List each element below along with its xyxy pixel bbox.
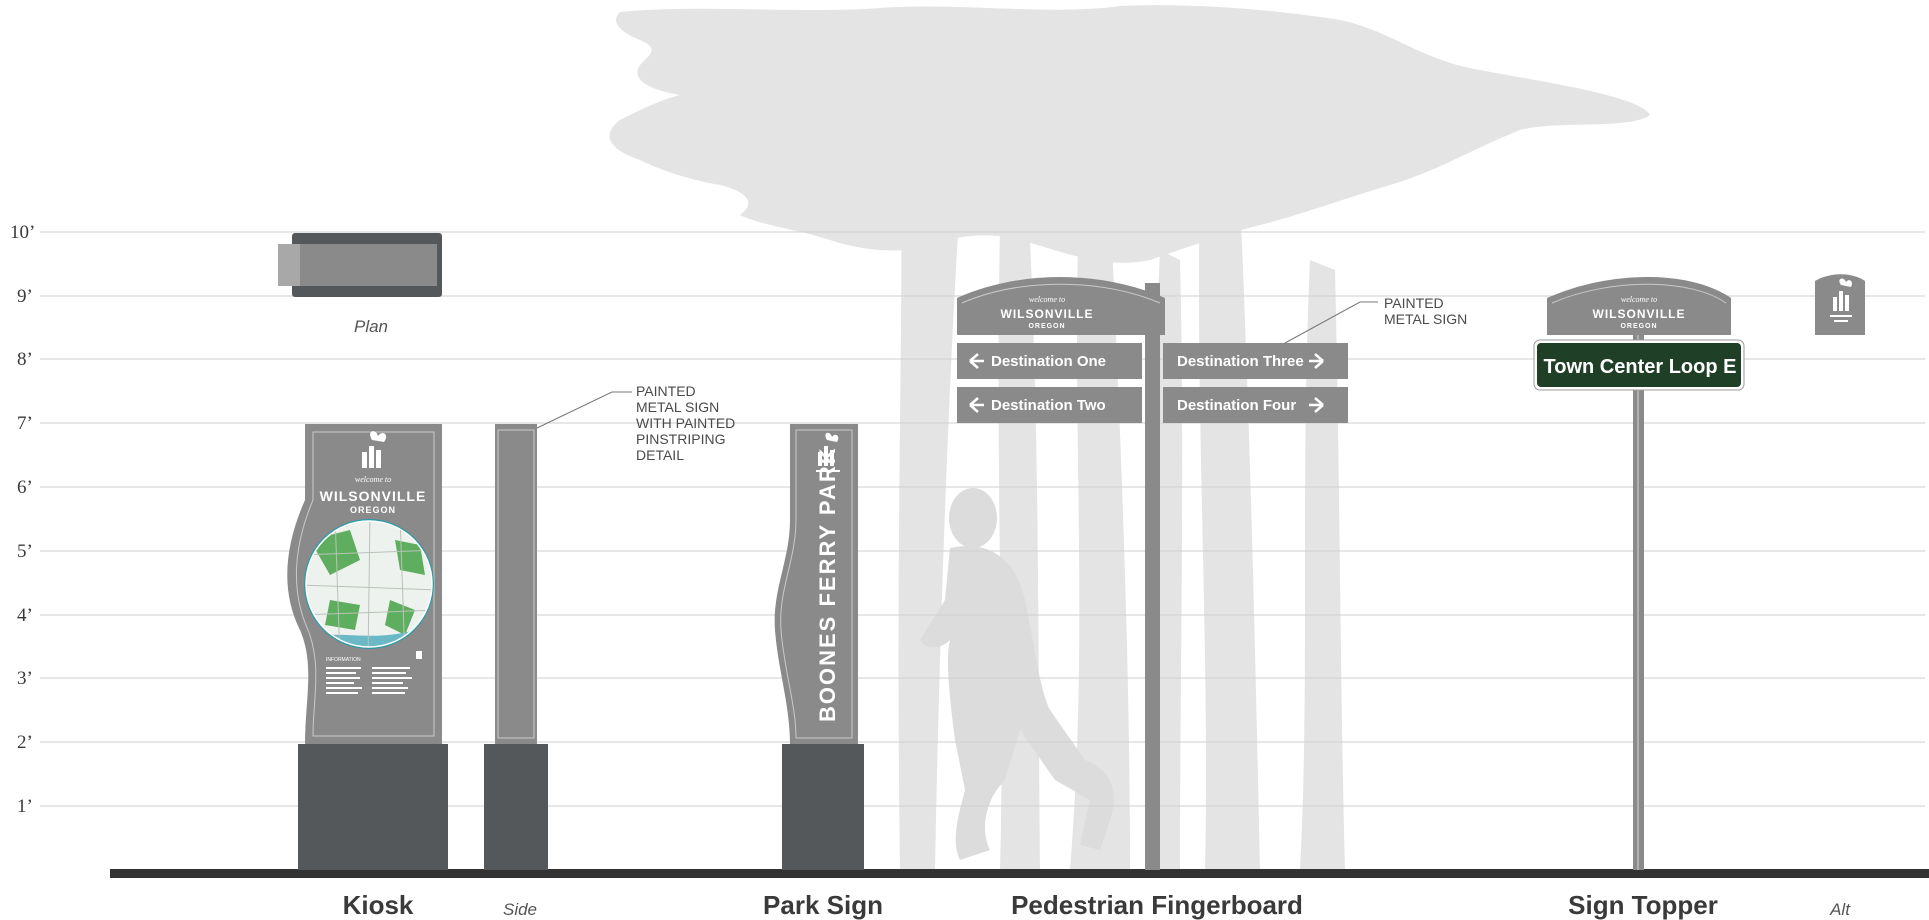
fingerboard-note-leader bbox=[1284, 301, 1378, 344]
tick-label-3ft: 3’ bbox=[17, 668, 33, 689]
fingerboard-state-text: OREGON bbox=[1028, 323, 1065, 330]
tick-label-1ft: 1’ bbox=[17, 796, 33, 817]
tick-label-4ft: 4’ bbox=[17, 605, 33, 626]
fingerboard-note-line-1: PAINTED bbox=[1384, 295, 1444, 311]
kiosk-note-line-3: WITH PAINTED bbox=[636, 415, 735, 431]
street-name-text: Town Center Loop E bbox=[1544, 356, 1737, 378]
park-sign: BOONES FERRY PARK bbox=[774, 424, 864, 870]
destination-four-blade: Destination Four bbox=[1163, 387, 1348, 423]
kiosk-info-text-lines bbox=[326, 667, 412, 694]
wilsonville-logo-icon bbox=[816, 432, 840, 472]
topper-state-text: OREGON bbox=[1620, 323, 1657, 330]
kiosk-info-heading: INFORMATION bbox=[326, 657, 361, 663]
tick-label-8ft: 8’ bbox=[17, 349, 33, 370]
kiosk-plan-view bbox=[278, 233, 442, 297]
arrow-right-icon bbox=[1309, 397, 1324, 413]
kiosk-qr-icon bbox=[416, 651, 422, 659]
kiosk-note-line-2: METAL SIGN bbox=[636, 399, 719, 415]
topper-alt-caption: Alt bbox=[1829, 900, 1851, 919]
fingerboard-topper bbox=[957, 277, 1165, 335]
wilsonville-logo-icon bbox=[362, 431, 387, 468]
park-sign-panel bbox=[774, 424, 858, 744]
fingerboard-caption: Pedestrian Fingerboard bbox=[1011, 890, 1303, 920]
topper-alt-view bbox=[1815, 274, 1865, 335]
fingerboard: welcome to WILSONVILLE OREGON Destinatio… bbox=[957, 277, 1348, 870]
tree-silhouette bbox=[609, 5, 1651, 870]
park-sign-base bbox=[782, 744, 864, 870]
destination-three-label: Destination Three bbox=[1177, 353, 1304, 370]
sign-topper-caption: Sign Topper bbox=[1568, 890, 1718, 920]
destination-one-blade: Destination One bbox=[957, 343, 1142, 379]
kiosk-base bbox=[298, 744, 448, 870]
kiosk-plan-caption: Plan bbox=[354, 317, 388, 336]
park-name-text: BOONES FERRY PARK bbox=[815, 446, 840, 722]
destination-two-blade: Destination Two bbox=[957, 387, 1142, 423]
kiosk-side-view bbox=[484, 424, 548, 870]
topper-panel bbox=[1547, 277, 1731, 335]
fingerboard-welcome-text: welcome to bbox=[1029, 295, 1065, 304]
tick-label-5ft: 5’ bbox=[17, 541, 33, 562]
tick-label-2ft: 2’ bbox=[17, 732, 33, 753]
kiosk-note-leader bbox=[536, 391, 632, 429]
ground-line bbox=[110, 869, 1929, 878]
destination-two-label: Destination Two bbox=[991, 397, 1106, 414]
fingerboard-note-line-2: METAL SIGN bbox=[1384, 311, 1467, 327]
kiosk-side-caption: Side bbox=[503, 900, 537, 919]
kiosk-state-text: OREGON bbox=[350, 505, 396, 515]
kiosk-note: PAINTED METAL SIGN WITH PAINTED PINSTRIP… bbox=[636, 383, 735, 463]
kiosk-map bbox=[304, 519, 434, 649]
kiosk-sign: welcome to WILSONVILLE OREGON bbox=[287, 424, 448, 870]
kiosk-note-line-1: PAINTED bbox=[636, 383, 696, 399]
kiosk-welcome-text: welcome to bbox=[355, 475, 391, 484]
kiosk-city-text: WILSONVILLE bbox=[320, 488, 427, 504]
kiosk-note-line-4: PINSTRIPING bbox=[636, 431, 725, 447]
street-name-sign: Town Center Loop E bbox=[1533, 339, 1745, 391]
fingerboard-note: PAINTED METAL SIGN bbox=[1384, 295, 1467, 327]
kiosk-caption: Kiosk bbox=[343, 890, 414, 920]
topper-welcome-text: welcome to bbox=[1621, 295, 1657, 304]
arrow-left-icon bbox=[969, 397, 984, 413]
runner-silhouette bbox=[920, 488, 1114, 860]
park-sign-caption: Park Sign bbox=[763, 890, 883, 920]
wilsonville-logo-icon bbox=[1830, 278, 1852, 322]
tick-label-9ft: 9’ bbox=[17, 286, 33, 307]
fingerboard-post bbox=[1145, 283, 1160, 870]
sign-topper: welcome to WILSONVILLE OREGON Town Cente… bbox=[1533, 277, 1745, 870]
tick-label-6ft: 6’ bbox=[17, 477, 33, 498]
tick-label-10ft: 10’ bbox=[10, 222, 35, 243]
destination-one-label: Destination One bbox=[991, 353, 1106, 370]
fingerboard-city-text: WILSONVILLE bbox=[1001, 307, 1094, 321]
destination-four-label: Destination Four bbox=[1177, 397, 1296, 414]
height-tick-labels: 10’ 9’ 8’ 7’ 6’ 5’ 4’ 3’ 2’ 1’ bbox=[10, 222, 35, 817]
arrow-left-icon bbox=[969, 353, 984, 369]
destination-three-blade: Destination Three bbox=[1163, 343, 1348, 379]
topper-city-text: WILSONVILLE bbox=[1593, 307, 1686, 321]
tick-label-7ft: 7’ bbox=[17, 413, 33, 434]
arrow-right-icon bbox=[1309, 353, 1324, 369]
kiosk-note-line-5: DETAIL bbox=[636, 447, 684, 463]
